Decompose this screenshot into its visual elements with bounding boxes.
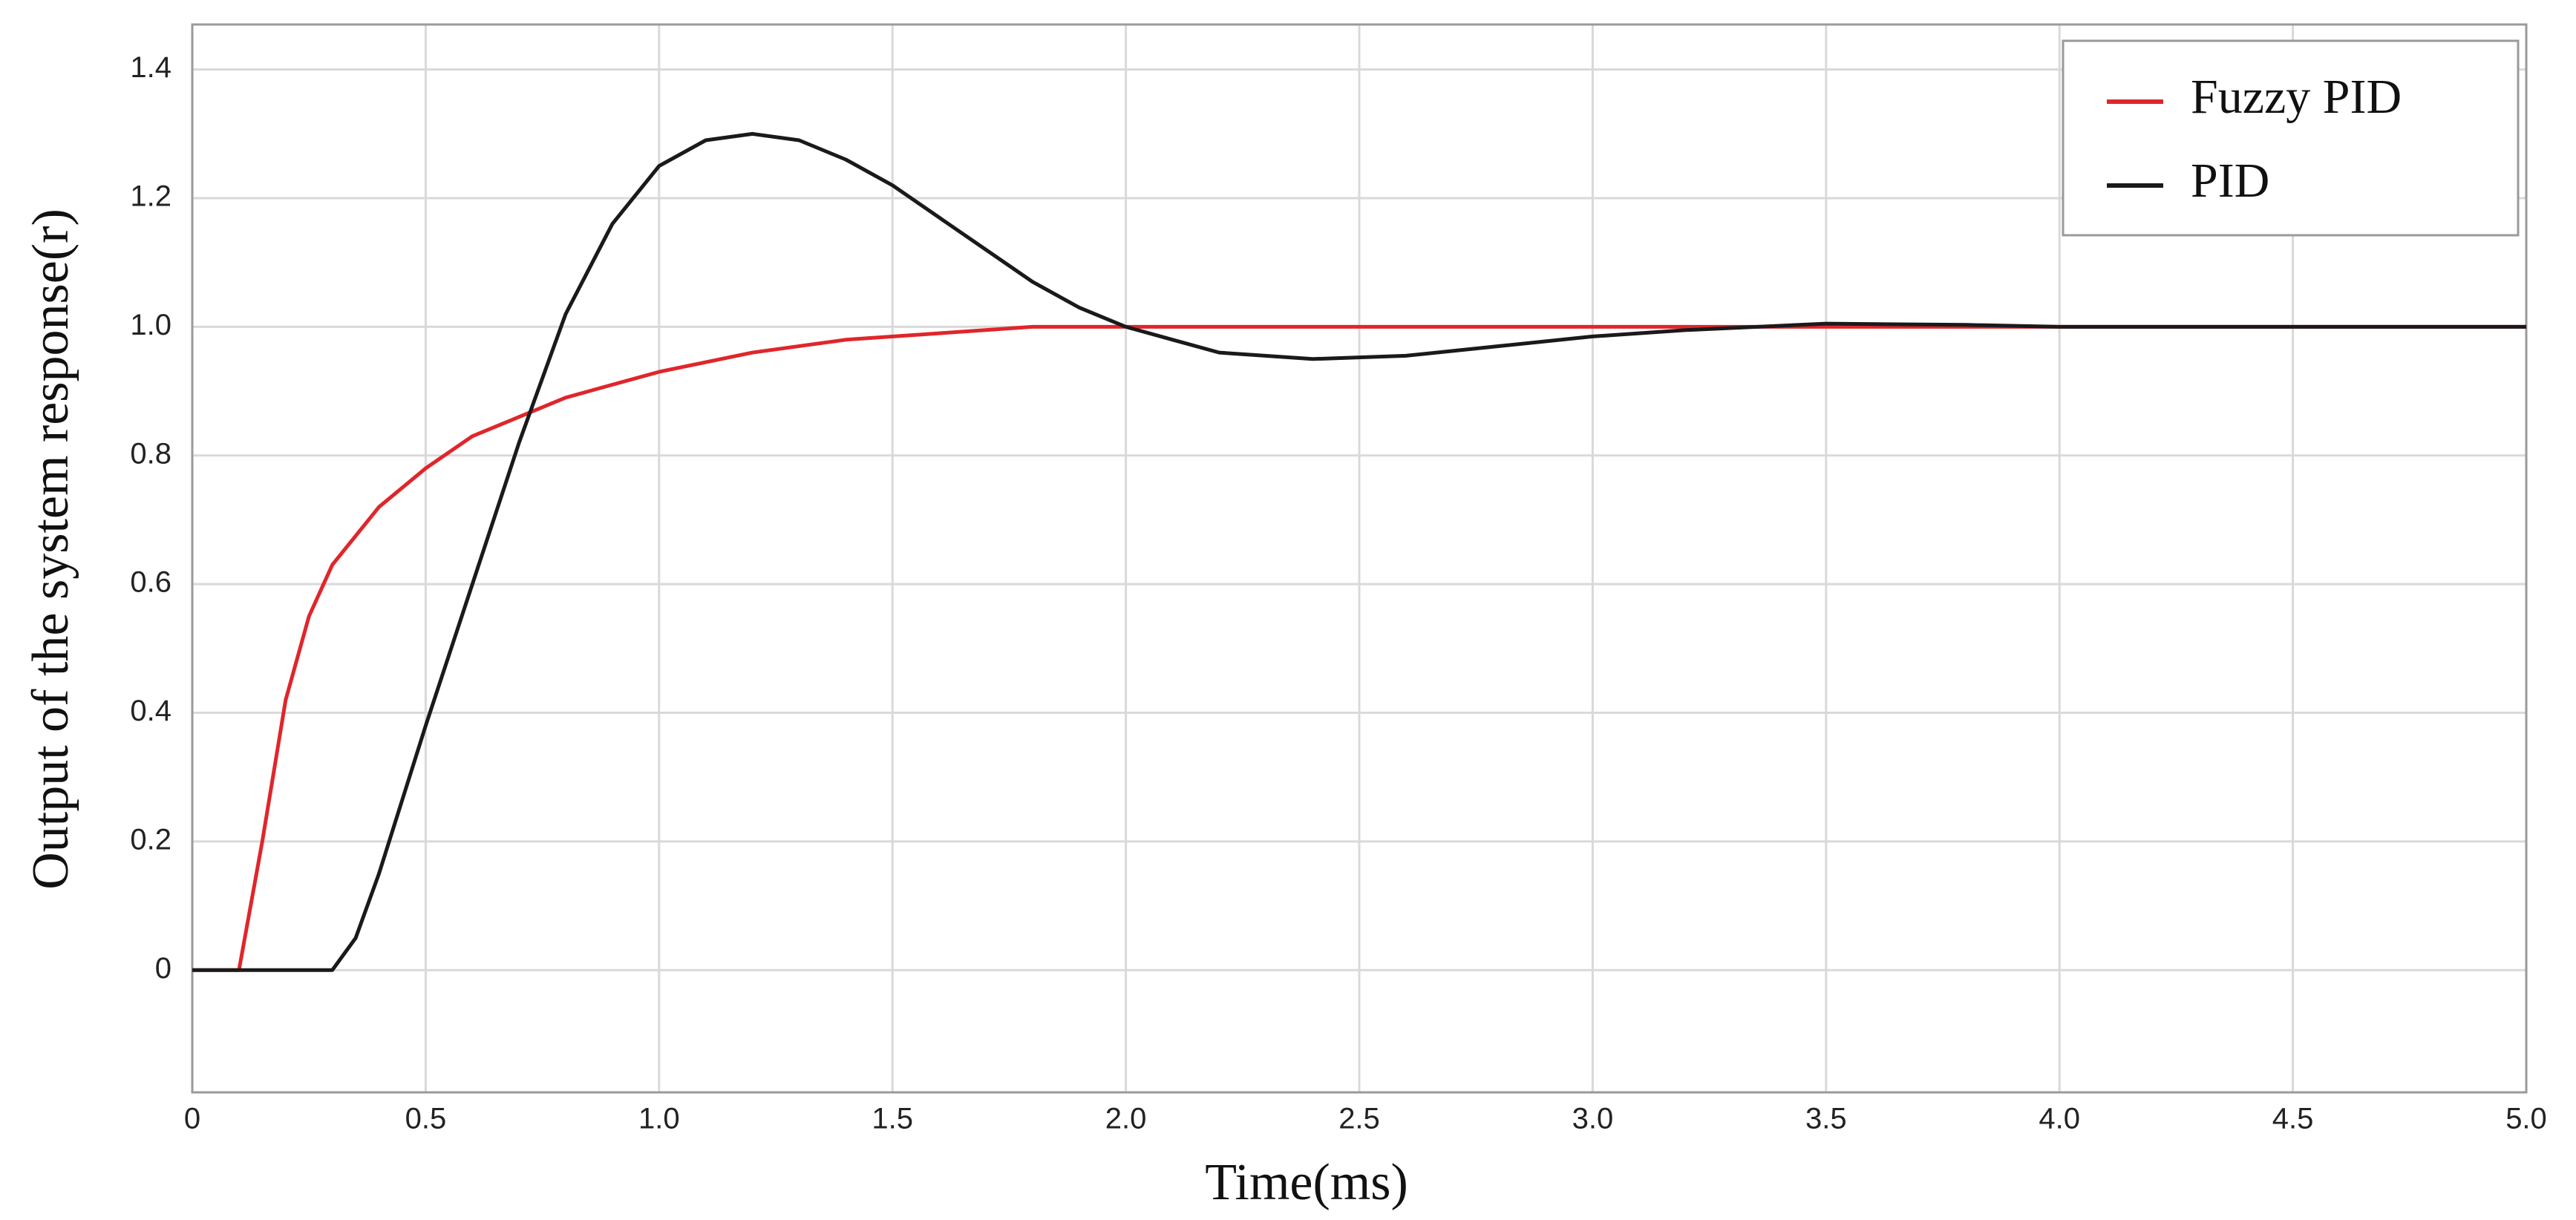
x-tick-label: 4.0 <box>2039 1103 2080 1135</box>
legend-label: PID <box>2191 154 2269 208</box>
x-tick-label: 5.0 <box>2505 1103 2547 1135</box>
y-tick-label: 0.2 <box>130 823 171 856</box>
legend-label: Fuzzy PID <box>2191 70 2402 124</box>
legend-box <box>2062 39 2520 237</box>
series-line <box>192 324 2526 972</box>
x-tick-label: 3.5 <box>1805 1103 1847 1135</box>
y-tick-label: 1.4 <box>130 51 171 84</box>
x-tick-label: 1.5 <box>872 1103 913 1135</box>
x-tick-label: 1.0 <box>638 1103 680 1135</box>
y-tick-label: 1.2 <box>130 180 171 213</box>
x-tick-label: 0.5 <box>405 1103 447 1135</box>
y-tick-label: 1.0 <box>130 309 171 341</box>
y-tick-label: 0.8 <box>130 437 171 470</box>
y-axis-title: Output of the system response(r) <box>22 209 79 890</box>
x-tick-label: 3.0 <box>1572 1103 1614 1135</box>
y-tick-label: 0.4 <box>130 695 171 727</box>
series-line <box>192 131 2526 972</box>
x-tick-label: 0 <box>184 1103 200 1135</box>
x-tick-label: 4.5 <box>2272 1103 2314 1135</box>
plot-border <box>191 23 2528 1094</box>
y-tick-label: 0 <box>155 952 171 985</box>
x-tick-label: 2.5 <box>1338 1103 1380 1135</box>
x-axis-title: Time(ms) <box>1205 1154 1408 1211</box>
x-tick-label: 2.0 <box>1105 1103 1147 1135</box>
y-tick-label: 0.6 <box>130 566 171 599</box>
